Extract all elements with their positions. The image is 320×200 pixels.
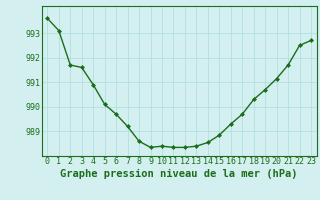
X-axis label: Graphe pression niveau de la mer (hPa): Graphe pression niveau de la mer (hPa) (60, 169, 298, 179)
